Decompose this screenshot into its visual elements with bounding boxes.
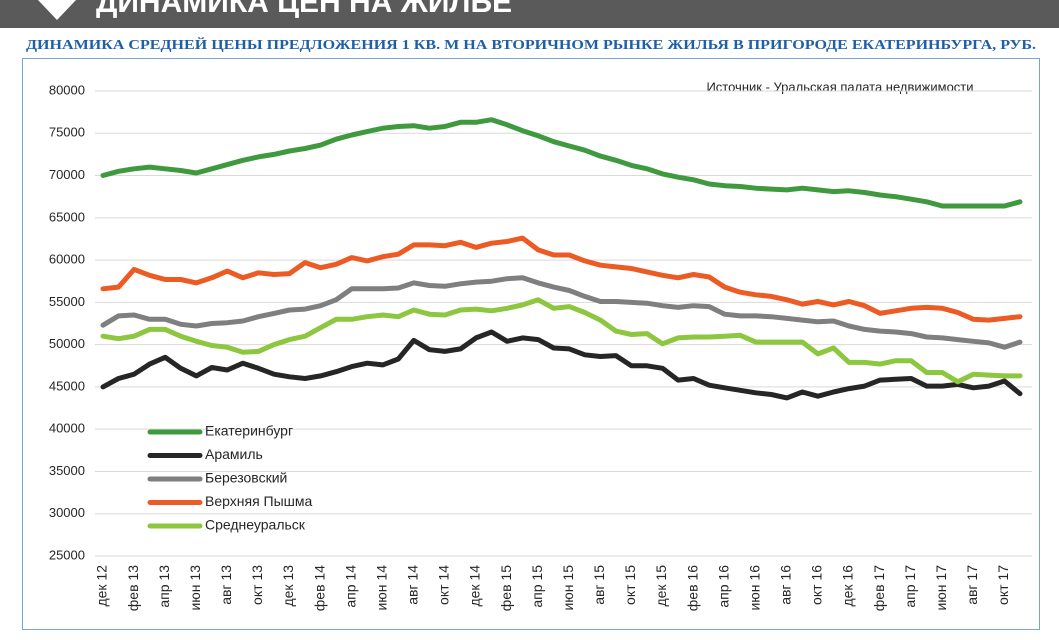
series-line xyxy=(100,297,1023,385)
x-tick-label: июн 13 xyxy=(187,565,203,611)
y-tick-label: 55000 xyxy=(49,294,85,309)
series-line xyxy=(100,235,1023,323)
y-tick-label: 35000 xyxy=(49,463,85,478)
x-tick-label: июн 17 xyxy=(933,565,949,611)
y-tick-label: 30000 xyxy=(49,505,85,520)
legend-label: Верхняя Пышма xyxy=(205,493,313,509)
x-tick-label: дек 14 xyxy=(467,565,483,607)
x-tick-label: авг 13 xyxy=(218,565,234,605)
y-tick-label: 40000 xyxy=(49,421,85,436)
x-tick-label: дек 12 xyxy=(94,565,110,607)
x-tick-label: июн 15 xyxy=(560,565,576,611)
legend-label: Екатеринбург xyxy=(205,423,293,439)
x-tick-label: авг 16 xyxy=(778,565,794,605)
y-tick-label: 50000 xyxy=(49,336,85,351)
y-tick-label: 80000 xyxy=(49,82,85,97)
x-tick-label: дек 15 xyxy=(653,565,669,607)
x-tick-label: фев 16 xyxy=(684,565,700,611)
x-tick-label: окт 13 xyxy=(249,565,265,605)
x-tick-label: окт 16 xyxy=(809,565,825,605)
header-banner xyxy=(0,0,1059,28)
header-title: ДИНАМИКА ЦЕН НА ЖИЛЬЕ xyxy=(96,0,512,19)
x-tick-label: фев 15 xyxy=(498,565,514,611)
x-tick-label: окт 17 xyxy=(995,565,1011,605)
series-line xyxy=(100,117,1023,209)
x-tick-label: июн 14 xyxy=(373,565,389,611)
x-tick-label: фев 14 xyxy=(311,565,327,611)
series-line xyxy=(100,329,1023,401)
x-tick-label: авг 15 xyxy=(591,565,607,605)
header-arrow xyxy=(38,0,76,20)
legend-label: Среднеуральск xyxy=(205,517,306,533)
legend-label: Арамиль xyxy=(205,446,263,462)
x-tick-label: дек 16 xyxy=(840,565,856,607)
x-tick-label: июн 16 xyxy=(746,565,762,611)
x-tick-label: апр 13 xyxy=(156,565,172,608)
x-tick-label: фев 13 xyxy=(125,565,141,611)
x-tick-label: апр 15 xyxy=(529,565,545,608)
x-tick-label: окт 15 xyxy=(622,565,638,605)
series-line xyxy=(100,275,1023,350)
y-tick-label: 75000 xyxy=(49,125,85,140)
x-tick-label: апр 16 xyxy=(715,565,731,608)
y-tick-label: 70000 xyxy=(49,167,85,182)
x-tick-label: авг 17 xyxy=(964,565,980,605)
y-tick-label: 25000 xyxy=(49,547,85,562)
chart-frame xyxy=(22,58,1040,630)
source-note: Источник - Уральская палата недвижимости xyxy=(706,79,973,94)
x-tick-label: дек 13 xyxy=(280,565,296,607)
x-tick-label: апр 14 xyxy=(342,565,358,608)
y-tick-label: 65000 xyxy=(49,209,85,224)
x-tick-label: фев 17 xyxy=(871,565,887,611)
x-tick-label: окт 14 xyxy=(436,565,452,605)
chart-title: ДИНАМИКА СРЕДНЕЙ ЦЕНЫ ПРЕДЛОЖЕНИЯ 1 КВ. … xyxy=(26,37,1036,52)
legend-label: Березовский xyxy=(205,470,287,486)
y-tick-label: 45000 xyxy=(49,378,85,393)
y-tick-label: 60000 xyxy=(49,252,85,267)
x-tick-label: апр 17 xyxy=(902,565,918,608)
x-tick-label: авг 14 xyxy=(405,565,421,605)
